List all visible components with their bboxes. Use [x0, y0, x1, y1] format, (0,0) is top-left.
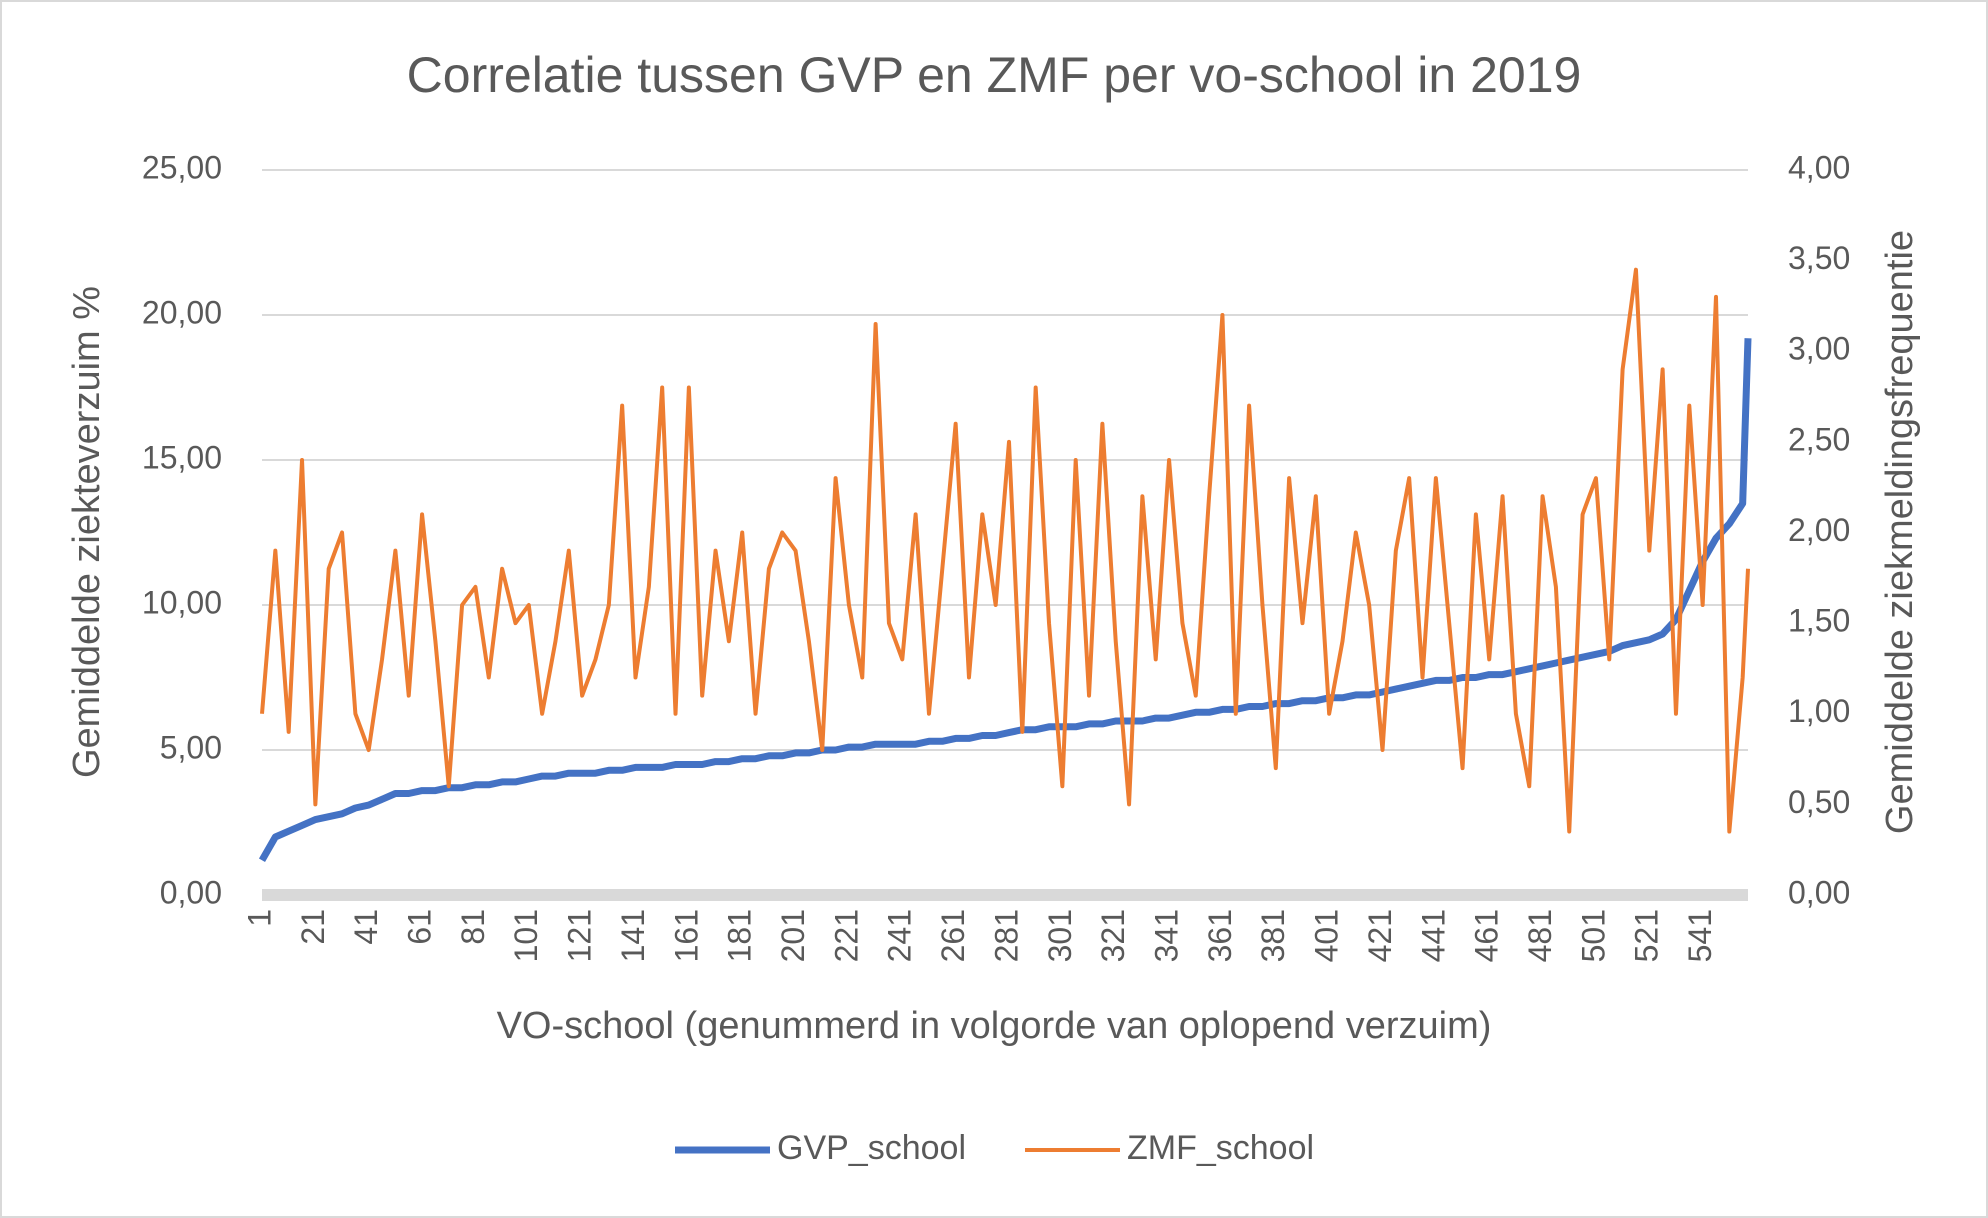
x-tick-label: 281	[988, 909, 1024, 962]
x-axis-title: VO-school (genummerd in volgorde van opl…	[497, 1005, 1492, 1047]
y2-tick-label: 1,00	[1788, 693, 1850, 729]
x-tick-label: 101	[508, 909, 544, 962]
x-tick-label: 141	[615, 909, 651, 962]
y2-tick-label: 2,00	[1788, 512, 1850, 548]
x-tick-label: 321	[1095, 909, 1131, 962]
series-line	[260, 267, 1750, 834]
legend-label: ZMF_school	[1127, 1129, 1314, 1167]
x-tick-label: 261	[935, 909, 971, 962]
y2-tick-label: 1,50	[1788, 603, 1850, 639]
legend-label: GVP_school	[777, 1129, 966, 1167]
y2-tick-label: 3,00	[1788, 331, 1850, 367]
y-axis-title: Gemiddelde ziekteverzuim %	[66, 286, 108, 778]
x-tick-label: 441	[1415, 909, 1451, 962]
y-tick-label: 20,00	[142, 294, 222, 330]
x-tick-label: 361	[1202, 909, 1238, 962]
y2-tick-label: 0,00	[1788, 874, 1850, 910]
y2-tick-label: 0,50	[1788, 784, 1850, 820]
y2-axis-title: Gemiddelde ziekmeldingsfrequentie	[1879, 230, 1921, 834]
x-tick-label: 501	[1575, 909, 1611, 962]
y-tick-label: 15,00	[142, 439, 222, 475]
y-tick-label: 5,00	[160, 729, 222, 765]
x-tick-label: 381	[1255, 909, 1291, 962]
x-tick-label: 41	[348, 909, 384, 945]
x-tick-label: 181	[722, 909, 758, 962]
x-tick-label: 1	[241, 909, 277, 927]
x-tick-label: 341	[1149, 909, 1185, 962]
x-tick-label: 81	[455, 909, 491, 945]
y2-tick-label: 4,00	[1788, 149, 1850, 185]
series-line	[258, 338, 1752, 862]
x-tick-label: 161	[668, 909, 704, 962]
x-tick-label: 401	[1309, 909, 1345, 962]
x-tick-label: 21	[295, 909, 331, 945]
chart-title: Correlatie tussen GVP en ZMF per vo-scho…	[407, 47, 1582, 103]
x-tick-label: 241	[882, 909, 918, 962]
x-tick-label: 481	[1522, 909, 1558, 962]
x-tick-label: 541	[1682, 909, 1718, 962]
y-tick-label: 0,00	[160, 874, 222, 910]
x-tick-label: 121	[562, 909, 598, 962]
y2-tick-label: 2,50	[1788, 421, 1850, 457]
x-tick-label: 61	[402, 909, 438, 945]
x-tick-label: 421	[1362, 909, 1398, 962]
y-tick-label: 10,00	[142, 584, 222, 620]
x-tick-label: 301	[1042, 909, 1078, 962]
y-tick-label: 25,00	[142, 149, 222, 185]
y2-tick-label: 3,50	[1788, 240, 1850, 276]
x-tick-label: 201	[775, 909, 811, 962]
x-tick-label: 221	[828, 909, 864, 962]
x-tick-label: 521	[1629, 909, 1665, 962]
x-tick-label: 461	[1469, 909, 1505, 962]
